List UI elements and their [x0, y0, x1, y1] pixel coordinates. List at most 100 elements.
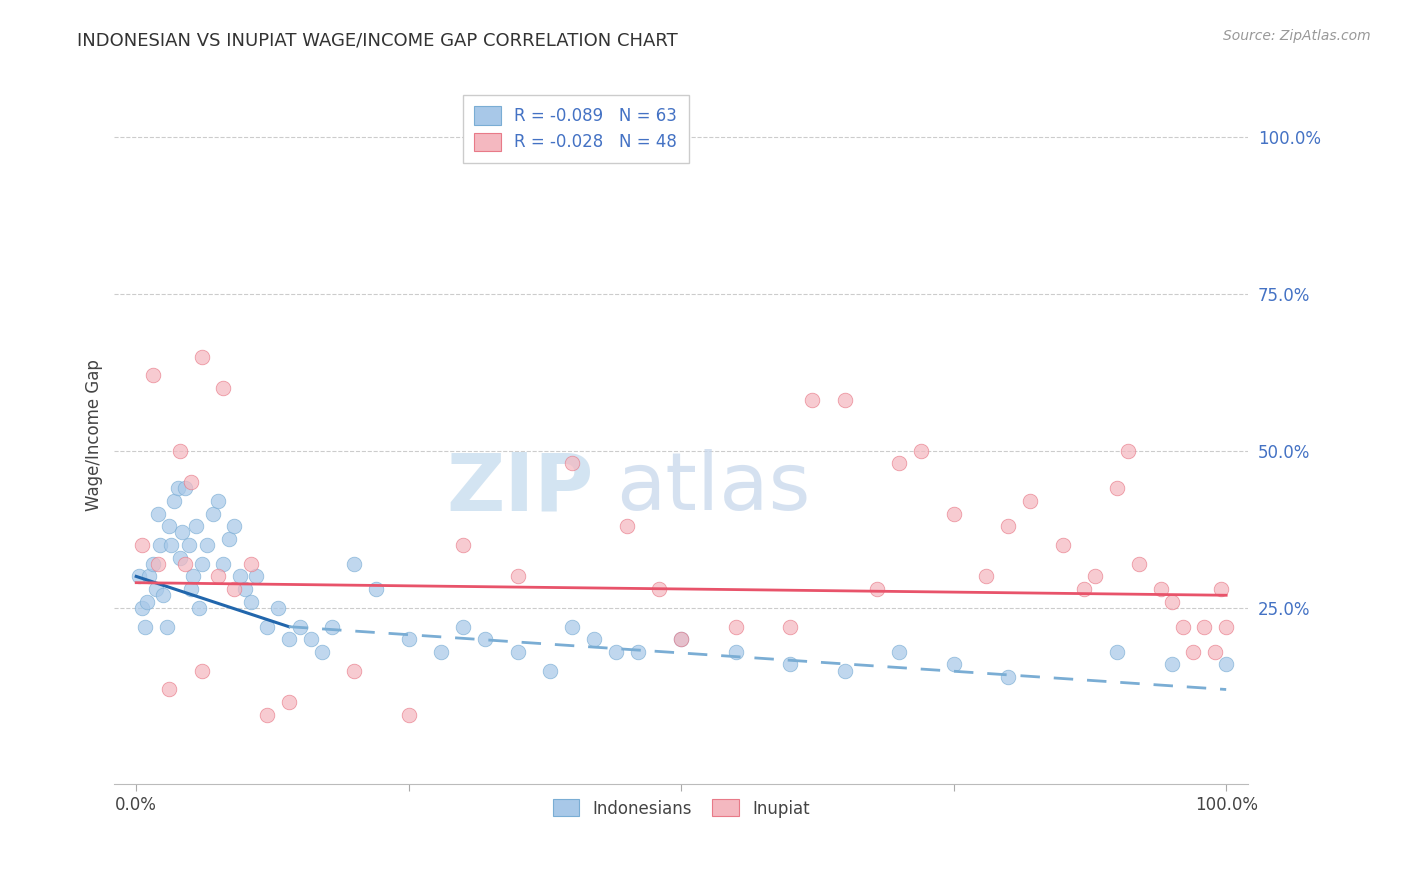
Point — [582, 632, 605, 647]
Point — [1171, 620, 1194, 634]
Point — [398, 707, 420, 722]
Point — [256, 620, 278, 634]
Point — [889, 645, 911, 659]
Point — [195, 538, 218, 552]
Point — [156, 620, 179, 634]
Point — [1128, 557, 1150, 571]
Point — [169, 550, 191, 565]
Point — [1019, 494, 1042, 508]
Point — [910, 443, 932, 458]
Point — [224, 582, 246, 596]
Point — [1194, 620, 1216, 634]
Point — [1182, 645, 1205, 659]
Point — [299, 632, 322, 647]
Point — [212, 381, 235, 395]
Point — [136, 594, 159, 608]
Point — [146, 507, 169, 521]
Point — [889, 456, 911, 470]
Point — [149, 538, 172, 552]
Point — [207, 569, 229, 583]
Point — [976, 569, 998, 583]
Point — [177, 538, 200, 552]
Point — [181, 569, 204, 583]
Point — [131, 600, 153, 615]
Point — [561, 456, 583, 470]
Point — [1107, 645, 1129, 659]
Point — [190, 557, 212, 571]
Point — [146, 557, 169, 571]
Point — [398, 632, 420, 647]
Point — [451, 620, 474, 634]
Point — [160, 538, 183, 552]
Point — [997, 519, 1019, 533]
Point — [474, 632, 496, 647]
Y-axis label: Wage/Income Gap: Wage/Income Gap — [86, 359, 103, 511]
Point — [267, 600, 290, 615]
Point — [942, 657, 965, 672]
Point — [779, 620, 801, 634]
Point — [180, 475, 202, 490]
Point — [1215, 657, 1237, 672]
Text: atlas: atlas — [616, 450, 810, 527]
Point — [1209, 582, 1232, 596]
Point — [174, 557, 197, 571]
Point — [233, 582, 256, 596]
Point — [218, 532, 240, 546]
Point — [451, 538, 474, 552]
Point — [343, 557, 366, 571]
Point — [506, 569, 529, 583]
Point — [180, 582, 202, 596]
Point — [128, 569, 150, 583]
Point — [538, 664, 561, 678]
Point — [1073, 582, 1095, 596]
Point — [669, 632, 692, 647]
Point — [131, 538, 153, 552]
Point — [229, 569, 252, 583]
Point — [866, 582, 889, 596]
Point — [1116, 443, 1139, 458]
Point — [311, 645, 333, 659]
Text: INDONESIAN VS INUPIAT WAGE/INCOME GAP CORRELATION CHART: INDONESIAN VS INUPIAT WAGE/INCOME GAP CO… — [77, 31, 678, 49]
Point — [648, 582, 671, 596]
Point — [1160, 594, 1182, 608]
Point — [166, 482, 188, 496]
Point — [364, 582, 387, 596]
Point — [561, 620, 583, 634]
Point — [834, 664, 856, 678]
Point — [430, 645, 453, 659]
Point — [506, 645, 529, 659]
Point — [157, 682, 180, 697]
Text: Source: ZipAtlas.com: Source: ZipAtlas.com — [1223, 29, 1371, 43]
Point — [605, 645, 627, 659]
Point — [212, 557, 235, 571]
Point — [239, 594, 262, 608]
Point — [256, 707, 278, 722]
Point — [1084, 569, 1107, 583]
Point — [724, 620, 747, 634]
Point — [163, 494, 186, 508]
Point — [190, 350, 212, 364]
Point — [145, 582, 167, 596]
Point — [626, 645, 648, 659]
Point — [616, 519, 638, 533]
Point — [142, 368, 165, 383]
Point — [157, 519, 180, 533]
Point — [188, 600, 211, 615]
Point — [1052, 538, 1074, 552]
Point — [1150, 582, 1173, 596]
Point — [942, 507, 965, 521]
Point — [321, 620, 343, 634]
Point — [207, 494, 229, 508]
Point — [1160, 657, 1182, 672]
Point — [343, 664, 366, 678]
Point — [724, 645, 747, 659]
Point — [186, 519, 208, 533]
Point — [239, 557, 262, 571]
Legend: Indonesians, Inupiat: Indonesians, Inupiat — [546, 793, 817, 824]
Point — [669, 632, 692, 647]
Point — [834, 393, 856, 408]
Point — [1107, 482, 1129, 496]
Point — [152, 588, 174, 602]
Text: ZIP: ZIP — [447, 450, 593, 527]
Point — [1204, 645, 1226, 659]
